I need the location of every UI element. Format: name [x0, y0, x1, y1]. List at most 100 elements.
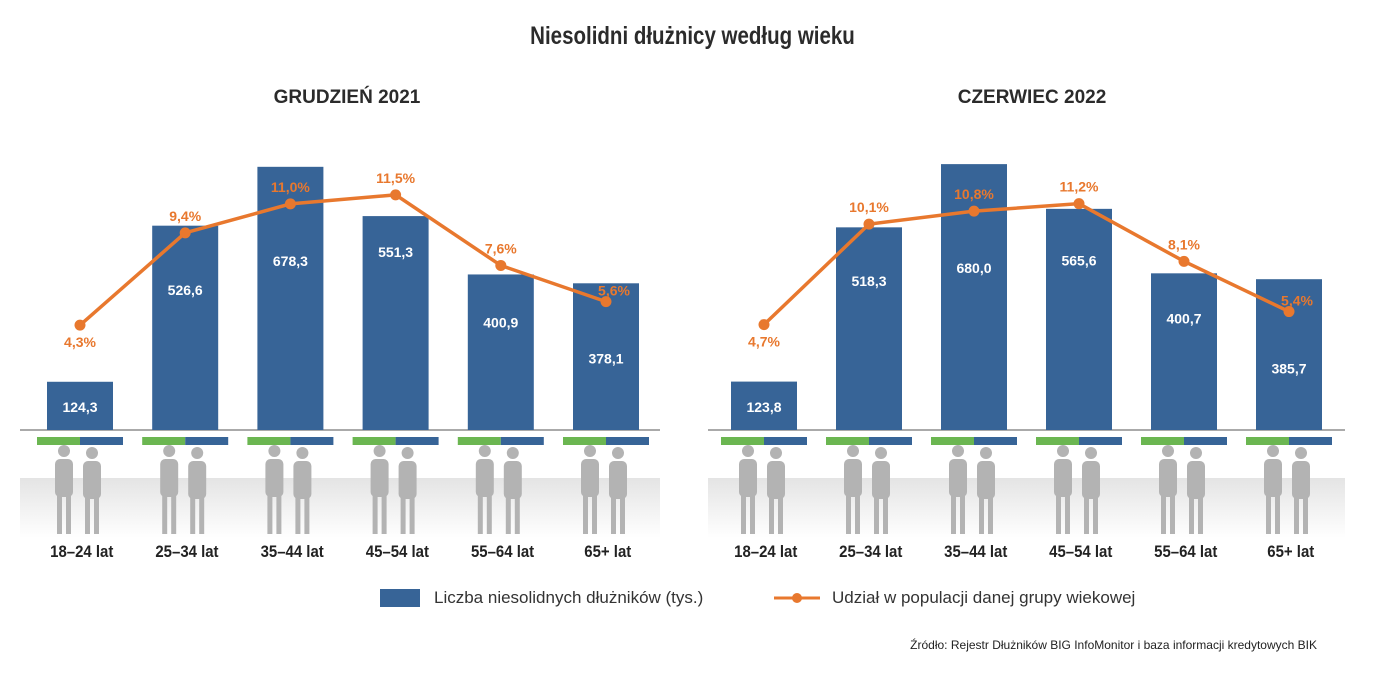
person-leg-icon [190, 494, 196, 534]
person-head-icon [506, 447, 519, 459]
age-strip-blue [764, 437, 807, 445]
legend-line: Udział w populacji danej grupy wiekowej [774, 588, 1135, 608]
person-head-icon [952, 445, 964, 457]
person-head-icon [1295, 447, 1307, 459]
x-tick-label: 35–44 lat [944, 543, 1008, 561]
source-note: Źródło: Rejestr Dłużników BIG InfoMonito… [910, 638, 1317, 652]
person-leg-icon [1065, 494, 1070, 534]
share-value-label: 4,7% [748, 334, 780, 350]
share-value-label: 5,6% [598, 283, 630, 299]
person-leg-icon [94, 494, 99, 534]
bar-value-label: 551,3 [378, 244, 413, 260]
person-leg-icon [778, 494, 783, 534]
person-head-icon [1190, 447, 1202, 459]
age-strip-green [457, 437, 501, 445]
bar [47, 381, 113, 430]
share-value-label: 7,6% [485, 240, 517, 256]
person-leg-icon [769, 494, 774, 534]
share-value-label: 10,1% [849, 199, 889, 215]
age-strip-green [352, 437, 396, 445]
person-leg-icon [855, 494, 860, 534]
person-leg-icon [846, 494, 851, 534]
person-leg-icon [979, 494, 984, 534]
person-leg-icon [1266, 494, 1271, 534]
person-leg-icon [304, 494, 310, 534]
age-strip-blue [606, 437, 649, 445]
share-value-label: 10,8% [954, 186, 994, 202]
person-leg-icon [1303, 494, 1308, 534]
bar [836, 227, 902, 430]
person-head-icon [401, 447, 414, 459]
person-leg-icon [295, 494, 301, 534]
person-leg-icon [1275, 494, 1280, 534]
person-leg-icon [1189, 494, 1194, 534]
share-line [78, 193, 607, 327]
person-head-icon [296, 447, 309, 459]
person-head-icon [875, 447, 887, 459]
x-tick-label: 45–54 lat [1049, 543, 1113, 561]
age-strip-green [1246, 437, 1289, 445]
age-strip-blue [80, 437, 123, 445]
person-leg-icon [1093, 494, 1098, 534]
person-leg-icon [1294, 494, 1299, 534]
legend-bar: Liczba niesolidnych dłużników (tys.) [380, 588, 703, 608]
person-leg-icon [409, 494, 415, 534]
share-point [284, 198, 296, 210]
bar [941, 164, 1007, 430]
share-point [390, 189, 402, 201]
person-leg-icon [1056, 494, 1061, 534]
age-strip-blue [1079, 437, 1122, 445]
share-point [74, 319, 86, 331]
x-tick-label: 55–64 lat [1154, 543, 1218, 561]
person-body-icon [872, 461, 890, 499]
bar-value-label: 518,3 [851, 273, 886, 289]
person-body-icon [581, 459, 599, 497]
bar-value-label: 124,3 [62, 399, 97, 415]
person-leg-icon [874, 494, 879, 534]
person-body-icon [767, 461, 785, 499]
x-tick-label: 25–34 lat [839, 543, 903, 561]
bar [573, 283, 639, 430]
person-leg-icon [381, 494, 387, 534]
bar-value-label: 385,7 [1271, 361, 1306, 377]
age-strip-green [1141, 437, 1184, 445]
share-point [600, 296, 612, 308]
age-strip-blue [974, 437, 1017, 445]
bar [731, 381, 797, 430]
bar-value-label: 378,1 [588, 351, 623, 367]
bar [467, 274, 534, 430]
person-body-icon [83, 461, 101, 499]
bar-value-label: 678,3 [273, 253, 308, 269]
person-body-icon [503, 461, 522, 499]
person-head-icon [1162, 445, 1174, 457]
age-strip-green [826, 437, 869, 445]
age-strip-green [563, 437, 606, 445]
person-leg-icon [400, 494, 406, 534]
person-body-icon [265, 459, 284, 497]
person-head-icon [191, 447, 204, 459]
bar [362, 216, 429, 430]
person-leg-icon [620, 494, 625, 534]
person-leg-icon [199, 494, 205, 534]
age-strip-blue [1184, 437, 1227, 445]
person-body-icon [160, 459, 179, 497]
x-tick-label: 65+ lat [1267, 543, 1315, 561]
share-value-label: 4,3% [64, 334, 96, 350]
share-point [1073, 198, 1085, 210]
person-body-icon [1187, 461, 1205, 499]
person-body-icon [475, 459, 494, 497]
person-leg-icon [883, 494, 888, 534]
person-leg-icon [372, 494, 378, 534]
bar-value-label: 565,6 [1061, 253, 1096, 269]
age-strip-blue [869, 437, 912, 445]
age-strip-blue [185, 437, 229, 445]
legend-bar-label: Liczba niesolidnych dłużników (tys.) [434, 588, 704, 607]
floor-shade [708, 478, 1345, 538]
share-point [179, 227, 191, 239]
person-leg-icon [611, 494, 616, 534]
age-strip-blue [500, 437, 544, 445]
person-leg-icon [477, 494, 483, 534]
share-point [1283, 306, 1295, 318]
person-body-icon [370, 459, 389, 497]
person-body-icon [188, 461, 207, 499]
